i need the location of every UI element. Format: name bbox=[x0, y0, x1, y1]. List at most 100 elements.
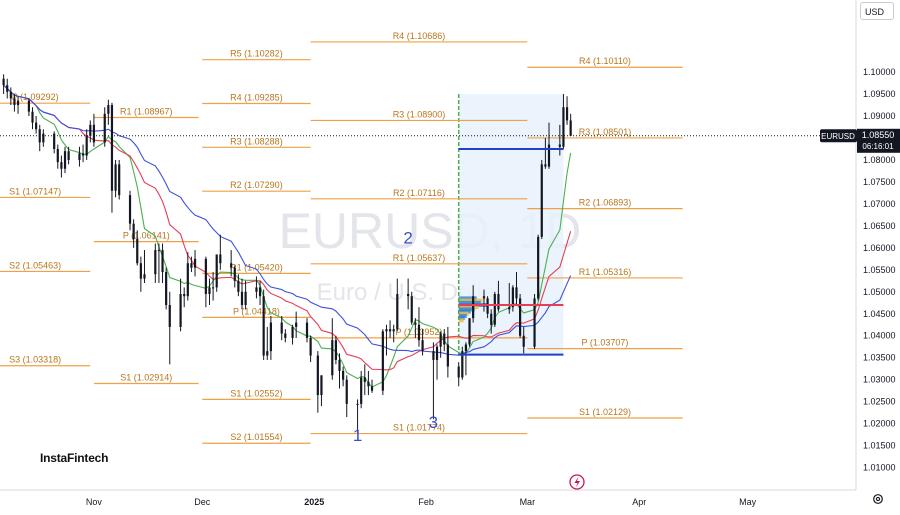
candle-body bbox=[118, 164, 121, 196]
candle-body bbox=[13, 98, 16, 106]
candle-body bbox=[410, 296, 413, 323]
candle-body bbox=[186, 263, 189, 297]
volume-profile-bar bbox=[458, 311, 469, 316]
candle-body bbox=[370, 386, 374, 391]
candle-body bbox=[468, 318, 471, 345]
volume-profile-bar bbox=[458, 300, 481, 305]
candle-body bbox=[461, 351, 464, 378]
pivot-level-label: R2 (1.06893) bbox=[579, 198, 632, 208]
brand-logo: InstaFintech bbox=[40, 451, 109, 465]
pivot-level-label: P (1.04418) bbox=[233, 306, 280, 316]
candle-body bbox=[533, 298, 536, 347]
candle-body bbox=[537, 236, 540, 299]
candle-body bbox=[417, 324, 421, 341]
candle-body bbox=[27, 100, 30, 112]
candle-body bbox=[56, 148, 59, 163]
pivot-level-label: S1 (1.01774) bbox=[393, 423, 445, 433]
currency-select[interactable]: USD bbox=[860, 2, 894, 20]
candle-body bbox=[81, 153, 85, 156]
time-axis-tick: Apr bbox=[632, 497, 646, 507]
candle-body bbox=[255, 287, 258, 292]
last-symbol-box bbox=[820, 129, 857, 143]
candle-body bbox=[547, 144, 551, 167]
pivot-level-label: P (1.06141) bbox=[123, 231, 170, 241]
price-axis-tick: 1.03500 bbox=[863, 353, 896, 363]
candle-body bbox=[110, 105, 114, 191]
pivot-level-label: R1 (1.05420) bbox=[230, 262, 283, 272]
candle-body bbox=[569, 120, 572, 136]
candle-body bbox=[31, 111, 34, 123]
candle-body bbox=[139, 263, 142, 279]
candle-body bbox=[309, 337, 312, 356]
candle-body bbox=[67, 151, 70, 160]
candle-body bbox=[396, 294, 399, 330]
candle-body bbox=[490, 313, 493, 325]
candle-body bbox=[291, 326, 294, 338]
volume-profile-bar bbox=[458, 318, 464, 323]
ma-fast-line bbox=[3, 84, 572, 388]
candle-body bbox=[215, 254, 218, 288]
candle-body bbox=[385, 329, 388, 332]
candle-body bbox=[392, 329, 395, 332]
candle-body bbox=[544, 164, 547, 167]
price-axis-tick: 1.07000 bbox=[863, 199, 896, 209]
price-axis-tick: 1.09500 bbox=[863, 89, 896, 99]
candle-body bbox=[345, 379, 348, 404]
candle-body bbox=[237, 280, 240, 292]
candle-body bbox=[407, 294, 410, 297]
candle-body bbox=[208, 287, 211, 294]
candle-body bbox=[338, 359, 341, 371]
candle-body bbox=[183, 294, 186, 297]
volume-profile-bar bbox=[458, 305, 479, 310]
price-axis-tick: 1.05000 bbox=[863, 287, 896, 297]
pivot-level-label: S1 (1.02914) bbox=[120, 372, 172, 382]
volume-profile-bar bbox=[458, 296, 477, 301]
pivot-level-label: P (1.09292) bbox=[12, 92, 59, 102]
candle-body bbox=[35, 122, 38, 130]
time-axis-tick: Nov bbox=[86, 497, 103, 507]
time-axis-tick: Mar bbox=[520, 497, 536, 507]
candle-body bbox=[284, 333, 287, 338]
candle-body bbox=[381, 331, 384, 391]
pivot-level-label: R1 (1.05637) bbox=[393, 253, 446, 263]
last-price-box bbox=[857, 128, 900, 153]
candle-body bbox=[60, 162, 63, 169]
price-axis-tick: 1.02500 bbox=[863, 397, 896, 407]
candle-body bbox=[78, 153, 81, 160]
wave-count-label: 2 bbox=[403, 228, 412, 247]
pivot-level-label: S2 (1.01554) bbox=[230, 432, 282, 442]
candle-body bbox=[128, 195, 132, 224]
candle-body bbox=[388, 329, 392, 332]
candle-body bbox=[179, 294, 182, 327]
price-axis-tick: 1.04500 bbox=[863, 309, 896, 319]
candle-body bbox=[342, 370, 345, 380]
candle-body bbox=[367, 381, 370, 387]
last-price-symbol: EURUSD bbox=[821, 132, 855, 141]
candle-body bbox=[204, 258, 207, 294]
candle-body bbox=[472, 296, 475, 319]
price-axis-tick: 1.06000 bbox=[863, 243, 896, 253]
ma-mid-line bbox=[3, 84, 572, 371]
volume-profile-bar bbox=[458, 298, 483, 303]
gear-icon[interactable] bbox=[872, 493, 884, 505]
candle-body bbox=[9, 91, 12, 99]
candle-body bbox=[85, 135, 88, 156]
price-axis-tick: 1.07500 bbox=[863, 177, 896, 187]
pivot-level-label: S1 (1.02552) bbox=[230, 388, 282, 398]
pivot-level-label: R4 (1.10686) bbox=[393, 31, 446, 41]
candle-body bbox=[53, 133, 56, 149]
price-axis-tick: 1.03000 bbox=[863, 375, 896, 385]
candle-body bbox=[2, 78, 5, 86]
candle-body bbox=[331, 340, 334, 376]
candle-body bbox=[168, 304, 171, 327]
candle-body bbox=[508, 307, 511, 310]
candle-body bbox=[305, 322, 309, 338]
price-axis-tick: 1.05500 bbox=[863, 265, 896, 275]
lightning-icon[interactable] bbox=[569, 474, 585, 490]
volume-profile-bar bbox=[458, 309, 471, 314]
pivot-level-label: R2 (1.07290) bbox=[230, 180, 283, 190]
pivot-level-label: S2 (1.05463) bbox=[9, 260, 61, 270]
candle-body bbox=[295, 322, 298, 327]
